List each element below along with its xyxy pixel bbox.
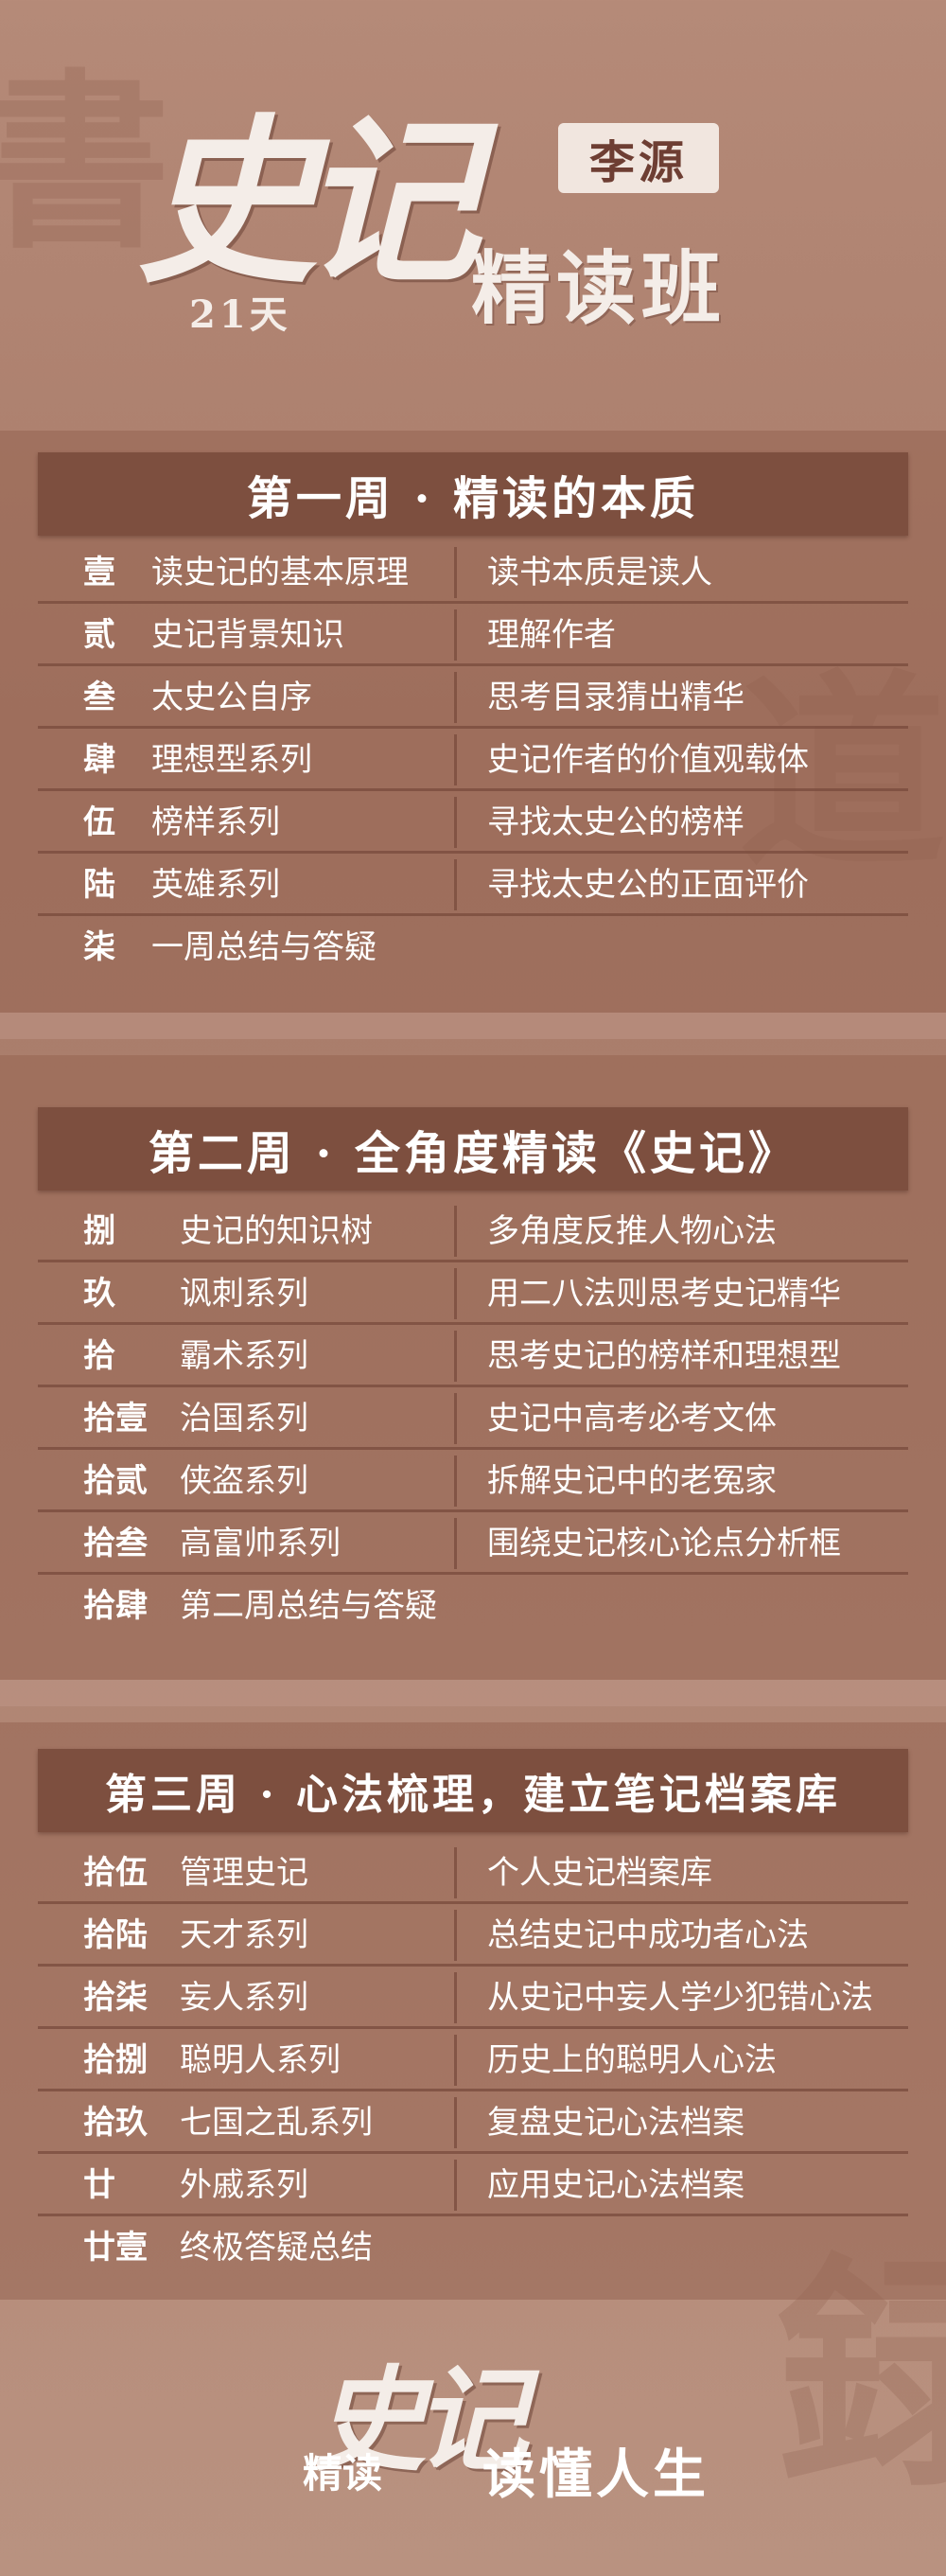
lesson-note: 应用史记心法档案	[487, 2166, 745, 2204]
lesson-title: 七国之乱系列	[180, 2104, 373, 2142]
lesson-row: 拾叁 高富帅系列 围绕史记核心论点分析框	[38, 1512, 908, 1575]
lesson-number: 叁	[83, 679, 115, 716]
lesson-number: 伍	[83, 803, 115, 841]
lesson-row: 廿 外戚系列 应用史记心法档案	[38, 2154, 908, 2216]
lesson-number: 陆	[83, 866, 115, 904]
lesson-note: 多角度反推人物心法	[487, 1212, 777, 1250]
lesson-note: 拆解史记中的老冤家	[487, 1462, 777, 1500]
lesson-number: 拾	[83, 1337, 115, 1375]
lesson-title: 讽刺系列	[180, 1275, 308, 1313]
lesson-number: 廿	[83, 2166, 115, 2204]
lesson-row: 拾伍 管理史记 个人史记档案库	[38, 1842, 908, 1904]
lesson-row: 拾 霸术系列 思考史记的榜样和理想型	[38, 1325, 908, 1387]
lesson-note: 围绕史记核心论点分析框	[487, 1525, 841, 1562]
lesson-row: 拾捌 聪明人系列 历史上的聪明人心法	[38, 2029, 908, 2091]
lesson-title: 太史公自序	[151, 679, 312, 716]
lesson-number: 捌	[83, 1212, 115, 1250]
lesson-title: 史记背景知识	[151, 616, 344, 654]
lesson-number: 拾叁	[83, 1525, 148, 1562]
header: 史记 李源 21天 精读班	[0, 0, 946, 397]
lesson-row: 肆理想型系列 史记作者的价值观载体	[38, 729, 908, 791]
lesson-note: 史记作者的价值观载体	[487, 741, 809, 779]
lesson-note: 思考目录猜出精华	[487, 679, 745, 716]
lesson-note: 从史记中妄人学少犯错心法	[487, 1979, 873, 2017]
lesson-number: 廿壹	[83, 2229, 148, 2267]
lesson-number: 拾玖	[83, 2104, 148, 2142]
lesson-title: 侠盗系列	[180, 1462, 308, 1500]
lesson-row: 廿壹 终极答疑总结	[38, 2216, 908, 2279]
lesson-note: 历史上的聪明人心法	[487, 2041, 777, 2079]
lesson-row: 玖 讽刺系列 用二八法则思考史记精华	[38, 1262, 908, 1325]
lesson-row: 陆英雄系列 寻找太史公的正面评价	[38, 854, 908, 916]
lesson-number: 拾伍	[83, 1854, 148, 1892]
lesson-title: 史记的知识树	[180, 1212, 373, 1250]
lesson-title: 第二周总结与答疑	[180, 1587, 437, 1625]
lesson-title: 霸术系列	[180, 1337, 308, 1375]
lesson-row: 拾壹 治国系列 史记中高考必考文体	[38, 1387, 908, 1450]
lesson-title: 终极答疑总结	[180, 2229, 373, 2267]
lesson-number: 拾壹	[83, 1400, 148, 1438]
divider	[0, 1680, 946, 1706]
lesson-row: 拾柒 妄人系列 从史记中妄人学少犯错心法	[38, 1967, 908, 2029]
lesson-row: 拾肆 第二周总结与答疑	[38, 1575, 908, 1637]
lesson-row: 捌 史记的知识树 多角度反推人物心法	[38, 1200, 908, 1262]
lesson-title: 聪明人系列	[180, 2041, 341, 2079]
lesson-title: 英雄系列	[151, 866, 280, 904]
lesson-title: 治国系列	[180, 1400, 308, 1438]
lesson-number: 肆	[83, 741, 115, 779]
lesson-title: 一周总结与答疑	[151, 928, 377, 966]
lesson-title: 天才系列	[180, 1916, 308, 1954]
lesson-number: 柒	[83, 928, 115, 966]
lesson-row: 拾贰 侠盗系列 拆解史记中的老冤家	[38, 1450, 908, 1512]
lesson-note: 寻找太史公的榜样	[487, 803, 745, 841]
lesson-row: 伍榜样系列 寻找太史公的榜样	[38, 791, 908, 854]
lesson-title: 妄人系列	[180, 1979, 308, 2017]
lesson-row: 叁太史公自序 思考目录猜出精华	[38, 666, 908, 729]
lesson-note: 总结史记中成功者心法	[487, 1916, 809, 1954]
week-1-title: 第一周 · 精读的本质	[38, 452, 908, 536]
lesson-note: 读书本质是读人	[487, 554, 712, 591]
footer-logo-calligraphy: 史记	[312, 2354, 528, 2487]
lesson-title: 外戚系列	[180, 2166, 308, 2204]
lesson-row: 壹读史记的基本原理 读书本质是读人	[38, 541, 908, 604]
lesson-title: 管理史记	[180, 1854, 308, 1892]
lesson-note: 理解作者	[487, 616, 616, 654]
lesson-number: 壹	[83, 554, 115, 591]
lesson-title: 榜样系列	[151, 803, 280, 841]
lesson-note: 寻找太史公的正面评价	[487, 866, 809, 904]
lesson-row: 拾玖 七国之乱系列 复盘史记心法档案	[38, 2091, 908, 2154]
lesson-number: 拾陆	[83, 1916, 148, 1954]
footer-slogan-small: 精读	[303, 2450, 383, 2497]
lesson-number: 拾肆	[83, 1587, 148, 1625]
lesson-row: 柒一周总结与答疑	[38, 916, 908, 979]
lesson-note: 复盘史记心法档案	[487, 2104, 745, 2142]
lesson-number: 贰	[83, 616, 115, 654]
lesson-number: 拾贰	[83, 1462, 148, 1500]
lesson-row: 贰史记背景知识 理解作者	[38, 604, 908, 666]
course-title: 精读班	[471, 241, 727, 335]
course-duration: 21天	[189, 292, 291, 337]
footer-slogan: 读懂人生	[482, 2444, 710, 2506]
lesson-number: 玖	[83, 1275, 115, 1313]
author-badge: 李源	[558, 123, 719, 193]
week-2-title: 第二周 · 全角度精读《史记》	[38, 1107, 908, 1191]
logo-calligraphy: 史记	[137, 97, 480, 308]
lesson-title: 读史记的基本原理	[151, 554, 409, 591]
lesson-title: 高富帅系列	[180, 1525, 341, 1562]
week-3-title: 第三周 · 心法梳理，建立笔记档案库	[38, 1749, 908, 1832]
lesson-note: 史记中高考必考文体	[487, 1400, 777, 1438]
lesson-number: 拾捌	[83, 2041, 148, 2079]
footer: 史记 精读 读懂人生	[0, 2309, 946, 2576]
lesson-note: 思考史记的榜样和理想型	[487, 1337, 841, 1375]
lesson-number: 拾柒	[83, 1979, 148, 2017]
lesson-row: 拾陆 天才系列 总结史记中成功者心法	[38, 1904, 908, 1967]
lesson-note: 用二八法则思考史记精华	[487, 1275, 841, 1313]
lesson-note: 个人史记档案库	[487, 1854, 712, 1892]
lesson-title: 理想型系列	[151, 741, 312, 779]
divider	[0, 1013, 946, 1039]
